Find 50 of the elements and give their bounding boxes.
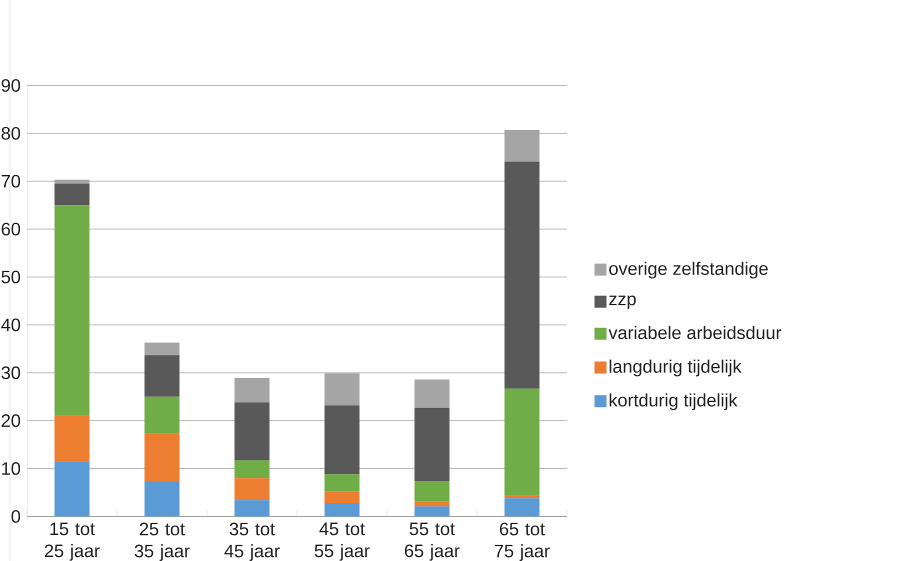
y-tick-label: 90 bbox=[2, 79, 20, 92]
bar bbox=[414, 408, 450, 482]
bar bbox=[54, 184, 90, 206]
bar bbox=[54, 180, 90, 184]
bar bbox=[234, 460, 270, 478]
y-tick-label: 70 bbox=[2, 174, 20, 188]
x-tick-label: 35 tot 45 jaar bbox=[224, 522, 280, 561]
x-tick-label: 55 tot 65 jaar bbox=[404, 522, 460, 561]
y-tick-label: 20 bbox=[2, 414, 20, 428]
legend-label: langdurig tijdelijk bbox=[610, 360, 742, 376]
bar bbox=[144, 355, 180, 397]
legend-label: overige zelfstandige bbox=[609, 262, 768, 279]
y-tick-label: 0 bbox=[12, 510, 20, 523]
bar bbox=[504, 498, 540, 516]
x-tick-label: 65 tot 75 jaar bbox=[494, 522, 550, 561]
bar bbox=[144, 434, 180, 482]
legend-label: zzp bbox=[609, 296, 636, 309]
y-tick-label: 40 bbox=[1, 318, 20, 332]
bar bbox=[234, 478, 270, 500]
bar bbox=[54, 205, 90, 416]
y-tick-label: 80 bbox=[2, 126, 20, 140]
bar bbox=[144, 396, 180, 434]
bar bbox=[414, 481, 450, 502]
bar bbox=[414, 506, 450, 516]
x-tick-label: 45 tot 55 jaar bbox=[314, 522, 370, 561]
bar bbox=[324, 405, 360, 474]
legend-label: variabele arbeidsduur bbox=[608, 326, 782, 340]
y-tick-label: 10 bbox=[2, 462, 20, 475]
y-tick-label: 50 bbox=[2, 270, 20, 284]
bar bbox=[234, 500, 270, 516]
x-tick-label: 15 tot 25 jaar bbox=[44, 522, 100, 561]
legend-label: kortdurig tijdelijk bbox=[610, 393, 738, 410]
bar bbox=[144, 481, 180, 516]
bar bbox=[324, 491, 360, 504]
bar bbox=[324, 503, 360, 516]
bar bbox=[504, 388, 540, 496]
bar bbox=[234, 402, 270, 460]
bar bbox=[54, 416, 90, 462]
bar bbox=[234, 378, 270, 402]
bar bbox=[414, 379, 450, 408]
bar bbox=[414, 501, 450, 506]
bar bbox=[504, 130, 540, 162]
bar bbox=[144, 342, 180, 356]
y-tick-label: 30 bbox=[1, 366, 20, 380]
bar bbox=[54, 461, 90, 516]
bar bbox=[324, 474, 360, 492]
y-tick-label: 60 bbox=[2, 222, 20, 236]
bar bbox=[324, 373, 360, 406]
x-tick-label: 25 tot 35 jaar bbox=[134, 522, 190, 561]
bar bbox=[504, 162, 540, 389]
